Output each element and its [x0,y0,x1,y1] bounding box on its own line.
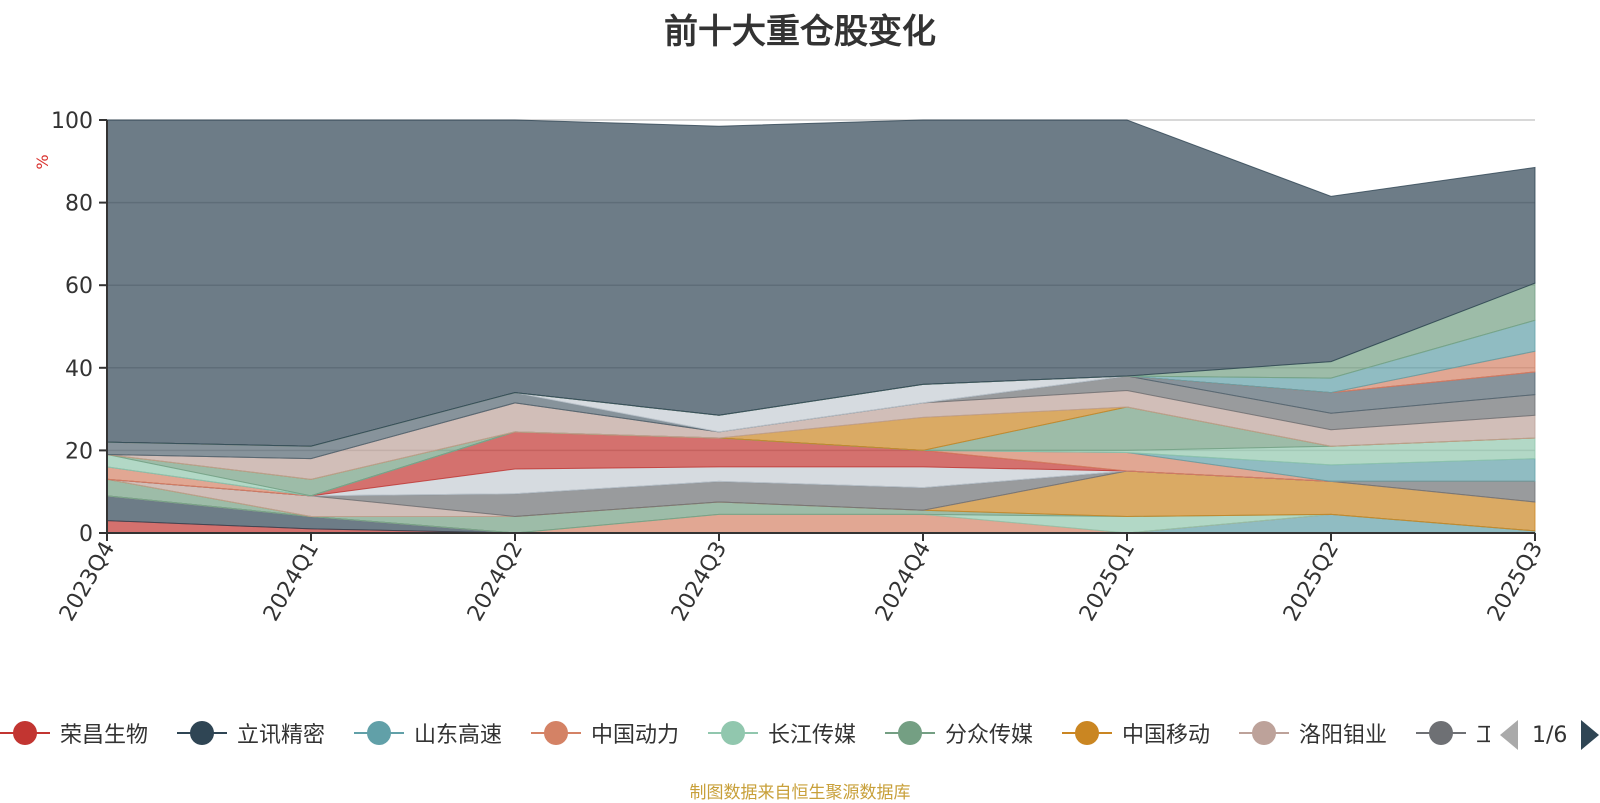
legend-item[interactable]: 中国移动 [1062,715,1210,751]
legend-label: 分众传媒 [945,723,1034,748]
x-tick-label: 2024Q3 [667,538,732,626]
legend-marker-icon [0,718,50,748]
legend-marker-icon [531,718,581,748]
area-series-layer [106,119,1536,534]
legend-item[interactable]: 长江传媒 [708,715,856,751]
legend-item[interactable]: 中国动力 [531,715,679,751]
legend-label: 中国动力 [591,723,680,748]
legend-marker-icon [1416,718,1466,748]
legend-marker-icon [177,718,227,748]
y-axis-label: % [33,154,52,169]
legend-marker-icon [708,718,758,748]
legend-label: 立讯精密 [237,723,326,748]
x-tick-label: 2024Q4 [871,538,936,626]
y-tick-label: 20 [65,439,93,464]
legend: 荣昌生物 立讯精密 山东高速 中国动力 长江传媒 分众传媒 中国移动 洛阳钼业 工商银行 [0,715,1490,755]
y-tick-label: 40 [65,357,93,382]
legend-prev-arrow-icon[interactable] [1500,720,1518,750]
chart-title: 前十大重仓股变化 [664,12,936,52]
y-tick-label: 0 [79,522,93,547]
y-tick-label: 100 [51,109,93,134]
legend-item[interactable]: 立讯精密 [177,715,325,751]
x-tick-label: 2025Q3 [1483,538,1548,626]
legend-marker-icon [1239,718,1289,748]
legend-item[interactable]: 工商银行 [1416,715,1490,751]
legend-item[interactable]: 山东高速 [354,715,502,751]
x-tick-label: 2024Q2 [463,538,528,626]
legend-label: 长江传媒 [768,723,857,748]
legend-label: 荣昌生物 [60,723,149,748]
x-tick-label: 2025Q2 [1279,538,1344,626]
y-tick-label: 60 [65,274,93,299]
x-tick-label: 2023Q4 [55,538,120,626]
legend-label: 山东高速 [414,723,503,748]
legend-pager: 1/6 [1500,718,1600,752]
legend-label: 洛阳钼业 [1299,723,1388,748]
legend-next-arrow-icon[interactable] [1581,720,1600,750]
stacked-area-chart: 0 20 40 60 80 100% 2023Q4 2024Q1 2024Q2 2024Q3 202… [33,109,1548,626]
legend-marker-icon [885,718,935,748]
y-tick-label: 80 [65,192,93,217]
x-tick-label: 2025Q1 [1075,538,1140,626]
x-tick-label: 2024Q1 [259,538,324,626]
source-note: 制图数据来自恒生聚源数据库 [689,783,911,803]
legend-item[interactable]: 洛阳钼业 [1239,715,1387,751]
legend-label: 中国移动 [1122,723,1211,748]
legend-item[interactable]: 分众传媒 [885,715,1033,751]
area-series[interactable] [106,119,1536,447]
legend-item[interactable]: 荣昌生物 [0,715,148,751]
legend-page-indicator: 1/6 [1532,722,1568,748]
legend-label: 工商银行 [1476,723,1490,748]
legend-marker-icon [1062,718,1112,748]
legend-marker-icon [354,718,404,748]
